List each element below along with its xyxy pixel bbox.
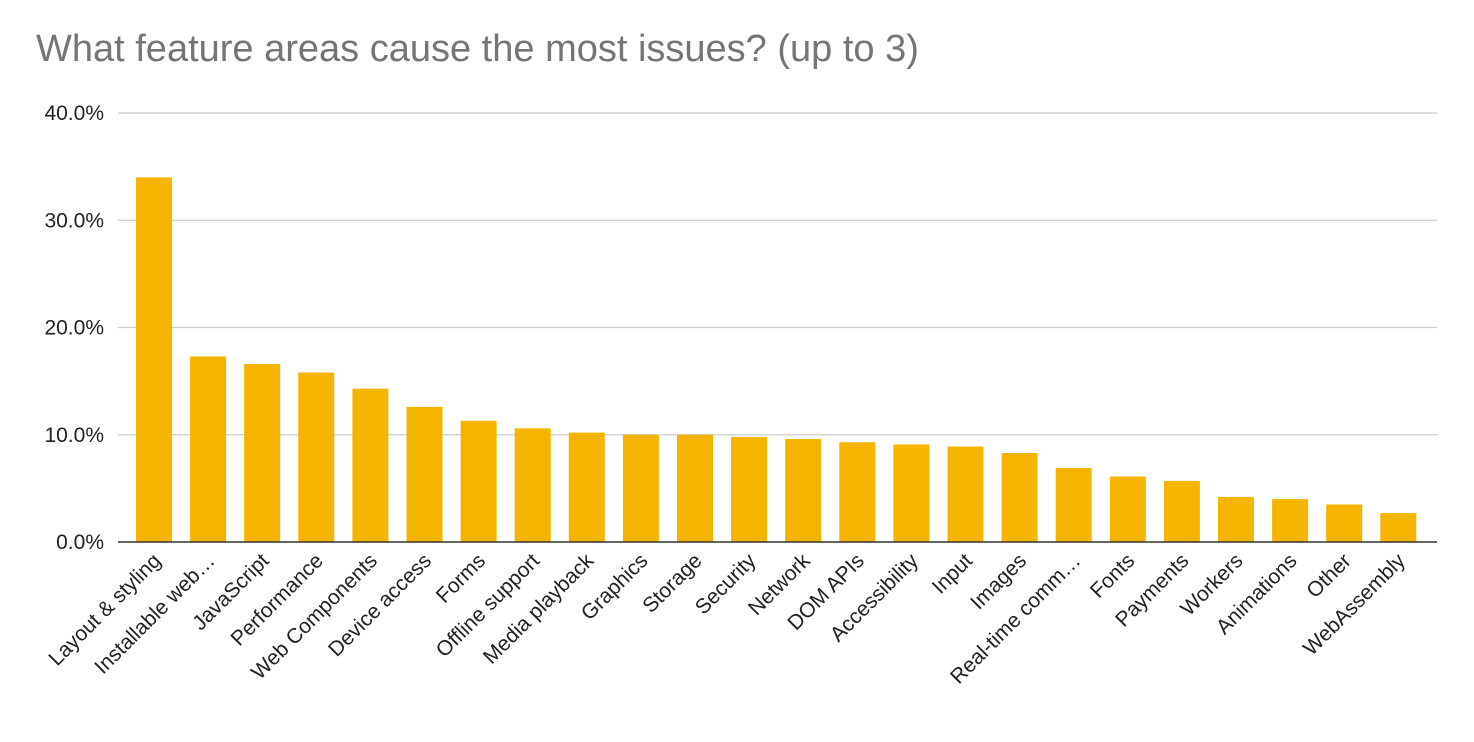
bar bbox=[839, 442, 876, 542]
bar bbox=[1218, 496, 1254, 542]
bar bbox=[622, 434, 659, 542]
bar bbox=[947, 446, 984, 542]
chart-title: What feature areas cause the most issues… bbox=[36, 28, 919, 70]
y-tick-label: 0.0% bbox=[56, 531, 104, 554]
y-tick-label: 30.0% bbox=[44, 209, 104, 232]
bars bbox=[136, 177, 1417, 542]
gridlines bbox=[118, 112, 1437, 436]
bar bbox=[1380, 513, 1417, 542]
bar bbox=[514, 428, 551, 542]
bar bbox=[1272, 499, 1309, 542]
bar bbox=[298, 372, 335, 542]
bar bbox=[893, 444, 930, 542]
bar bbox=[568, 432, 605, 542]
y-tick-label: 10.0% bbox=[44, 424, 104, 447]
bar bbox=[352, 388, 389, 542]
bar bbox=[1326, 504, 1363, 542]
y-axis-tick-labels: 0.0% 10.0% 20.0% 30.0% 40.0% bbox=[44, 102, 104, 554]
bar bbox=[190, 356, 227, 542]
bar bbox=[244, 363, 281, 542]
bar bbox=[677, 434, 713, 542]
bar bbox=[1163, 480, 1200, 542]
bar bbox=[460, 420, 497, 542]
bar bbox=[1055, 467, 1092, 542]
y-tick-label: 40.0% bbox=[44, 102, 104, 125]
bar bbox=[1109, 476, 1146, 542]
bar bbox=[136, 177, 172, 542]
bar bbox=[731, 436, 768, 542]
bar bbox=[1001, 452, 1038, 542]
bar bbox=[785, 439, 822, 542]
x-tick-label: Input bbox=[928, 549, 977, 598]
y-tick-label: 20.0% bbox=[44, 317, 104, 340]
bar bbox=[406, 406, 443, 542]
